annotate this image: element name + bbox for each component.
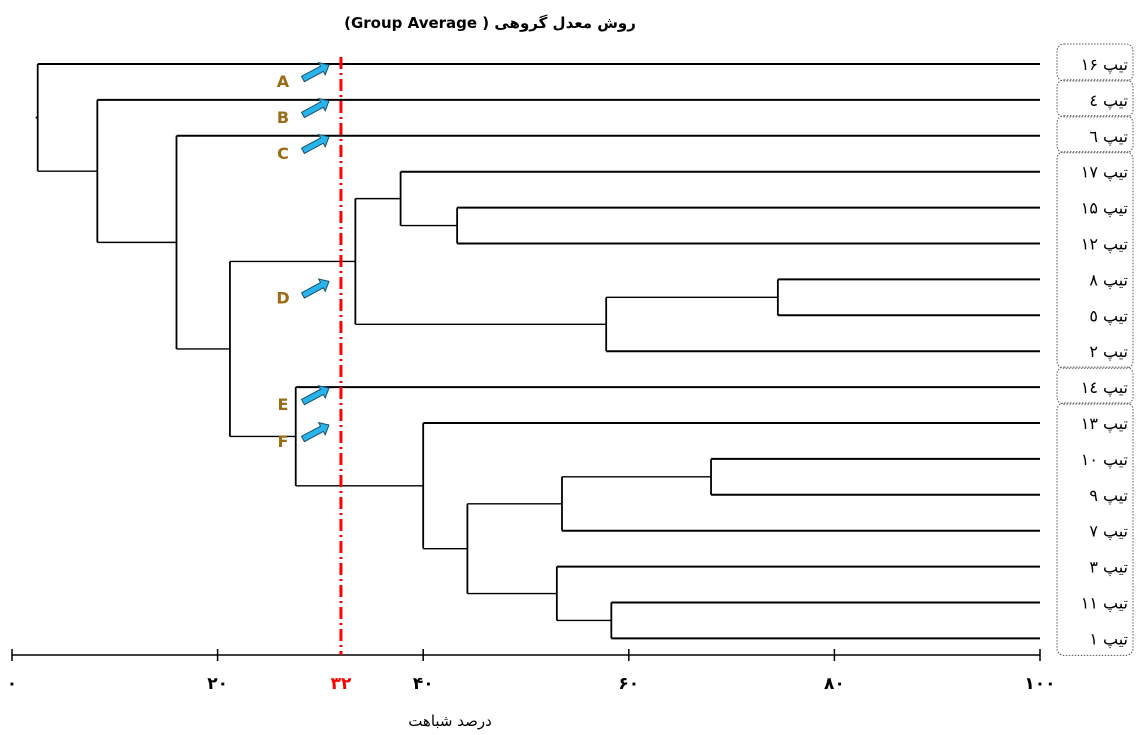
chart-title: روش معدل گروهی ( Group Average) (344, 14, 636, 32)
arrow-shape (300, 61, 330, 83)
annotation-arrow (300, 61, 330, 83)
arrow-shape (300, 278, 330, 299)
annotation-arrow (300, 133, 330, 155)
x-tick-label: ۴۰ (413, 674, 434, 694)
arrow-shape (300, 384, 330, 406)
annotation-arrow (300, 97, 330, 119)
leaf-label: تیپ ۸ (1089, 270, 1128, 290)
x-tick-label: ۱۰۰ (1024, 674, 1055, 694)
arrow-shape (300, 421, 330, 443)
leaf-label: تیپ ۱۲ (1081, 235, 1128, 255)
leaf-group-box (1056, 115, 1134, 154)
annotation-letter: B (277, 108, 289, 127)
leaf-label: تیپ ۱۳ (1081, 414, 1128, 434)
leaf-label: تیپ ۱۵ (1081, 199, 1128, 219)
leaf-label: تیپ ۱۱ (1081, 594, 1128, 614)
leaf-group-box (1056, 402, 1134, 656)
leaf-label: تیپ ١٤ (1081, 378, 1128, 398)
annotation-arrow (300, 384, 330, 406)
x-axis-label: درصد شباهت (408, 712, 492, 730)
leaf-label: تیپ ۱۷ (1081, 163, 1128, 183)
leaf-label: تیپ ۷ (1089, 522, 1128, 542)
x-tick-label: ۸۰ (824, 674, 845, 694)
leaf-label: تیپ ۹ (1089, 486, 1128, 506)
leaf-group-box (1056, 79, 1134, 118)
annotation-arrow (300, 421, 330, 443)
leaf-group-box (1056, 43, 1134, 82)
leaf-label: تیپ ۲ (1089, 342, 1128, 362)
leaf-label: تیپ ۱۶ (1081, 55, 1128, 75)
annotation-letter: A (277, 72, 290, 91)
annotation-arrow (300, 278, 330, 299)
leaf-label: تیپ ۳ (1089, 558, 1128, 578)
annotation-letter: E (277, 395, 288, 414)
x-tick-label: ۲۰ (207, 674, 228, 694)
annotation-letter: D (276, 288, 289, 307)
leaf-group-box (1056, 151, 1134, 369)
arrow-shape (300, 97, 330, 119)
leaf-group-box (1056, 366, 1134, 405)
x-tick-label: ۰ (7, 674, 17, 694)
arrow-shape (300, 133, 330, 155)
leaf-label: تیپ ٤ (1089, 91, 1128, 111)
annotation-letter: C (277, 144, 289, 163)
x-tick-label: ۶۰ (618, 674, 639, 694)
cutoff-label: ۳۲ (331, 674, 352, 694)
leaf-label: تیپ ٥ (1089, 306, 1128, 326)
annotation-letter: F (277, 432, 288, 451)
leaf-label: تیپ ٦ (1089, 127, 1128, 147)
leaf-label: تیپ ۱۰ (1081, 450, 1128, 470)
leaf-label: تیپ ۱ (1089, 629, 1128, 649)
